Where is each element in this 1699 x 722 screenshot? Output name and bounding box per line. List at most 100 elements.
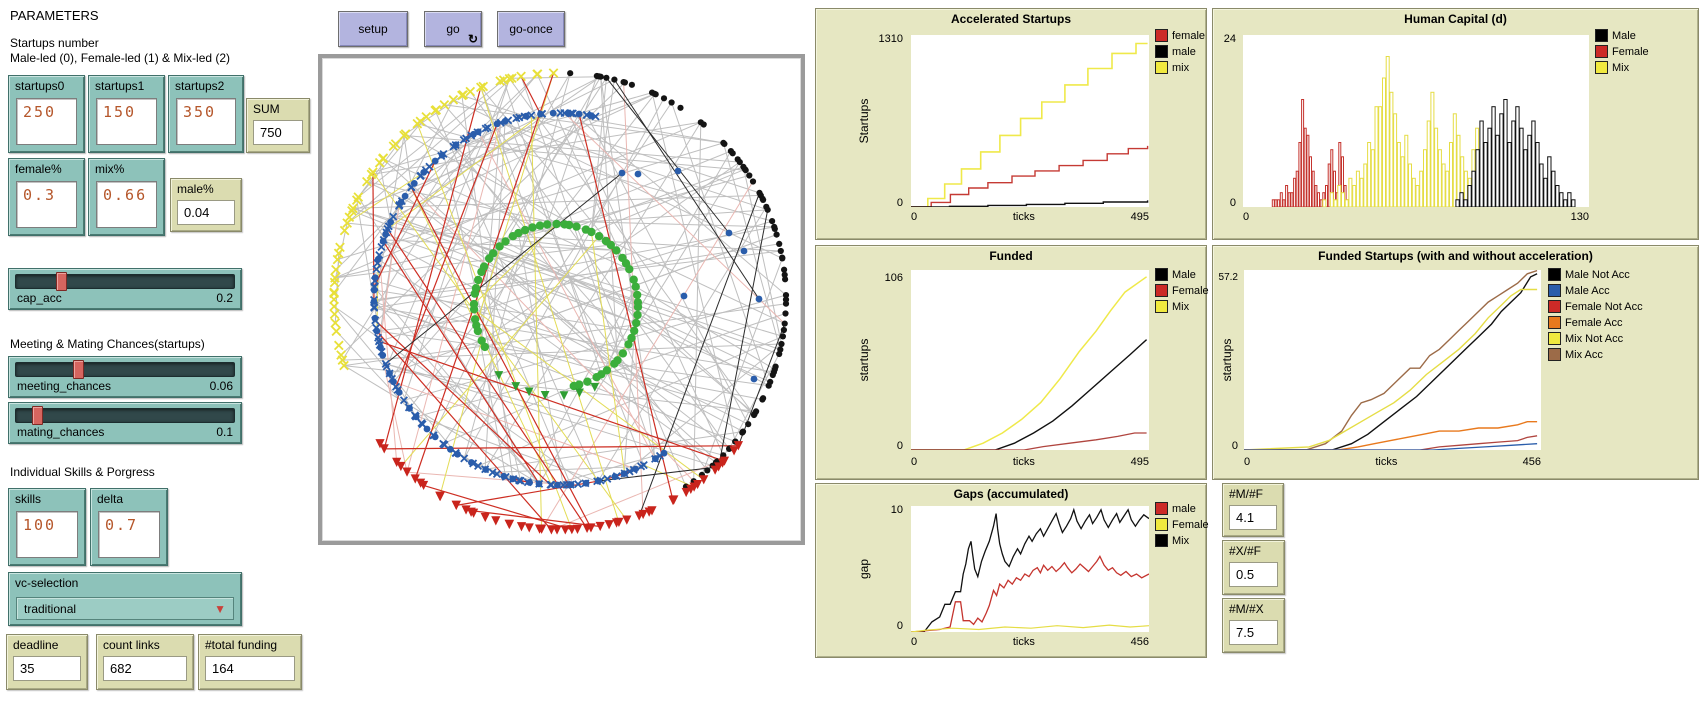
legend-item: Female bbox=[1155, 284, 1209, 297]
monitor-total-funding-value: 164 bbox=[205, 656, 295, 681]
legend-swatch bbox=[1595, 61, 1608, 74]
legend-item: Male bbox=[1595, 29, 1649, 42]
monitor-m-f-ratio-value: 4.1 bbox=[1229, 505, 1277, 530]
legend-swatch bbox=[1155, 45, 1168, 58]
input-delta-field[interactable]: 0.7 bbox=[98, 511, 160, 558]
legend-swatch bbox=[1155, 284, 1168, 297]
monitor-x-f-ratio: #X/#F 0.5 bbox=[1222, 540, 1285, 595]
go-once-button[interactable]: go-once bbox=[497, 11, 565, 47]
input-skills[interactable]: skills 100 bbox=[8, 488, 86, 566]
slider-meeting-chances[interactable]: meeting_chances 0.06 bbox=[8, 356, 242, 398]
legend-swatch bbox=[1548, 284, 1561, 297]
input-startups0[interactable]: startups0 250 bbox=[8, 75, 85, 153]
legend-label: Female bbox=[1172, 284, 1209, 297]
slider-mating-chances-handle[interactable] bbox=[31, 406, 43, 425]
y-axis-label: startups bbox=[1220, 338, 1234, 382]
plot-canvas bbox=[911, 35, 1149, 207]
slider-cap-acc-value: 0.2 bbox=[216, 291, 233, 305]
setup-button-label: setup bbox=[358, 22, 388, 36]
slider-cap-acc-track[interactable] bbox=[15, 272, 235, 291]
legend-swatch bbox=[1155, 300, 1168, 313]
slider-meeting-chances-track[interactable] bbox=[15, 360, 235, 379]
input-startups1[interactable]: startups1 150 bbox=[88, 75, 165, 153]
legend-label: Female Not Acc bbox=[1565, 300, 1643, 313]
x-axis-label: ticks bbox=[1012, 636, 1035, 648]
input-skills-field[interactable]: 100 bbox=[16, 511, 78, 558]
x-axis-label: ticks bbox=[1012, 456, 1035, 468]
monitor-sum-value: 750 bbox=[253, 120, 303, 145]
legend-item: Female Acc bbox=[1548, 316, 1643, 329]
legend-label: male bbox=[1172, 502, 1196, 515]
legend-item: Mix bbox=[1155, 300, 1209, 313]
slider-cap-acc-handle[interactable] bbox=[55, 272, 67, 291]
plot-gaps: Gaps (accumulated) 10 0 gap 0 ticks 456 … bbox=[815, 483, 1209, 658]
input-mix-pct-label: mix% bbox=[95, 162, 125, 176]
legend-item: Female bbox=[1155, 518, 1209, 531]
y-min-label: 0 bbox=[1229, 197, 1236, 209]
monitor-deadline-value: 35 bbox=[13, 656, 81, 681]
monitor-male-pct-value: 0.04 bbox=[177, 200, 235, 225]
legend-item: Mix bbox=[1595, 61, 1649, 74]
vc-selection-chooser[interactable]: vc-selection traditional ▼ bbox=[8, 572, 242, 626]
setup-button[interactable]: setup bbox=[338, 11, 408, 47]
legend-swatch bbox=[1155, 268, 1168, 281]
chevron-down-icon: ▼ bbox=[214, 601, 226, 616]
legend-item: Mix Not Acc bbox=[1548, 332, 1643, 345]
slider-cap-acc[interactable]: cap_acc 0.2 bbox=[8, 268, 242, 310]
slider-cap-acc-label: cap_acc bbox=[17, 291, 62, 305]
input-mix-pct[interactable]: mix% 0.66 bbox=[88, 158, 165, 236]
legend-item: Male Acc bbox=[1548, 284, 1643, 297]
input-female-pct-label: female% bbox=[15, 162, 62, 176]
go-button-label: go bbox=[446, 22, 460, 36]
world-view[interactable] bbox=[318, 54, 805, 545]
legend-swatch bbox=[1155, 29, 1168, 42]
monitor-m-x-ratio: #M/#X 7.5 bbox=[1222, 598, 1285, 653]
legend-label: female bbox=[1172, 29, 1206, 42]
input-female-pct-field[interactable]: 0.3 bbox=[16, 181, 77, 228]
plot-legend: Male Not Acc Male Acc Female Not Acc Female… bbox=[1548, 268, 1643, 361]
slider-meeting-chances-value: 0.06 bbox=[209, 379, 233, 393]
input-startups1-field[interactable]: 150 bbox=[96, 98, 157, 145]
legend-label: Female bbox=[1172, 518, 1209, 531]
input-startups0-field[interactable]: 250 bbox=[16, 98, 77, 145]
plot-legend: Male Female Mix bbox=[1155, 268, 1209, 313]
y-axis-label: startups bbox=[857, 338, 871, 382]
plot-accelerated-startups: Accelerated Startups 1310 0 Startups 0 t… bbox=[815, 8, 1207, 240]
legend-item: Female bbox=[1595, 45, 1649, 58]
y-min-label: 0 bbox=[1231, 440, 1238, 452]
legend-label: male bbox=[1172, 45, 1196, 58]
legend-label: Female bbox=[1612, 45, 1649, 58]
monitor-count-links-label: count links bbox=[103, 638, 160, 652]
legend-swatch bbox=[1155, 61, 1168, 74]
input-startups2[interactable]: startups2 350 bbox=[168, 75, 244, 153]
vc-selection-value: traditional bbox=[24, 601, 77, 616]
input-mix-pct-field[interactable]: 0.66 bbox=[96, 181, 157, 228]
legend-item: Mix bbox=[1155, 534, 1209, 547]
plot-title: Funded Startups (with and without accele… bbox=[1318, 249, 1593, 263]
legend-item: Male Not Acc bbox=[1548, 268, 1643, 281]
y-axis-label: Startups bbox=[857, 98, 871, 144]
legend-label: Male bbox=[1172, 268, 1196, 281]
legend-label: mix bbox=[1172, 61, 1190, 74]
slider-mating-chances[interactable]: mating_chances 0.1 bbox=[8, 402, 242, 444]
legend-swatch bbox=[1595, 29, 1608, 42]
go-once-button-label: go-once bbox=[509, 22, 553, 36]
slider-mating-chances-value: 0.1 bbox=[216, 425, 233, 439]
y-max-label: 1310 bbox=[878, 33, 903, 45]
monitor-m-f-ratio: #M/#F 4.1 bbox=[1222, 483, 1284, 537]
legend-swatch bbox=[1155, 502, 1168, 515]
legend-label: Male bbox=[1612, 29, 1636, 42]
monitor-count-links: count links 682 bbox=[96, 634, 194, 690]
slider-mating-chances-track[interactable] bbox=[15, 406, 235, 425]
vc-selection-field[interactable]: traditional ▼ bbox=[16, 597, 234, 620]
input-female-pct[interactable]: female% 0.3 bbox=[8, 158, 85, 236]
y-min-label: 0 bbox=[896, 620, 903, 632]
slider-meeting-chances-handle[interactable] bbox=[73, 360, 85, 379]
input-delta-label: delta bbox=[97, 492, 124, 506]
input-startups1-label: startups1 bbox=[95, 79, 145, 93]
input-delta[interactable]: delta 0.7 bbox=[90, 488, 168, 566]
plot-legend: female male mix bbox=[1155, 29, 1205, 74]
input-startups2-field[interactable]: 350 bbox=[176, 98, 236, 145]
legend-label: Mix Not Acc bbox=[1565, 332, 1624, 345]
go-button[interactable]: go ↻ bbox=[424, 11, 482, 47]
